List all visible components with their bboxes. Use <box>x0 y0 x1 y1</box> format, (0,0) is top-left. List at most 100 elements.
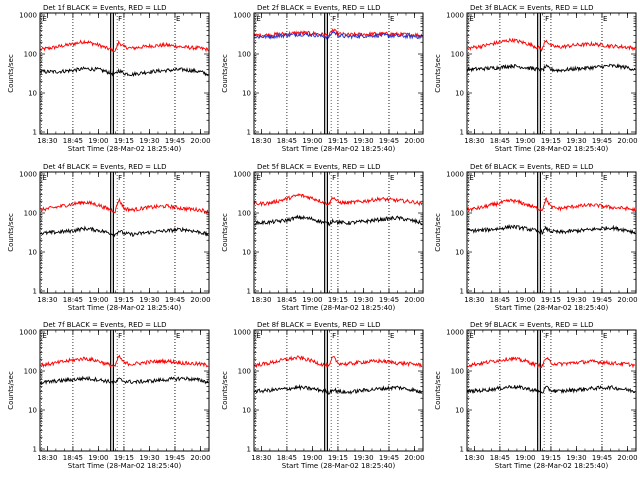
lld-series-line <box>40 354 209 369</box>
y-tick-label: 100 <box>238 51 251 59</box>
x-tick-label: 19:15 <box>328 454 348 462</box>
x-tick-label: 18:30 <box>37 454 57 462</box>
x-tick-label: 20:00 <box>404 296 424 304</box>
flag-label: E <box>256 332 260 340</box>
flag-label: E <box>256 15 260 23</box>
lld-series-line <box>467 356 636 369</box>
y-tick-label: 1 <box>247 129 251 137</box>
flag-label: F <box>545 15 549 23</box>
events-series-line <box>254 383 423 395</box>
x-tick-label: 19:30 <box>566 296 586 304</box>
y-tick-label: 10 <box>455 90 464 98</box>
x-tick-label: 19:15 <box>328 296 348 304</box>
x-axis-label: Start Time (28-Mar-02 18:25:40) <box>495 462 609 470</box>
flag-label: F <box>332 332 336 340</box>
y-axis-label: Counts/sec <box>7 371 15 410</box>
x-tick-label: 19:15 <box>114 296 134 304</box>
x-tick-label: 20:00 <box>190 296 210 304</box>
y-tick-label: 1000 <box>19 329 37 337</box>
x-tick-label: 19:45 <box>379 454 399 462</box>
plot-frame <box>466 171 637 294</box>
events-series-line <box>467 63 636 74</box>
detector-panel-6: Det 6f BLACK = Events, RED = LLD Counts/s… <box>434 163 638 312</box>
flag-label: E <box>390 332 394 340</box>
y-tick-label: 1000 <box>446 171 464 179</box>
x-axis-label: Start Time (28-Mar-02 18:25:40) <box>282 462 396 470</box>
y-tick-label: 1 <box>33 288 37 296</box>
x-tick-label: 18:45 <box>490 296 510 304</box>
x-tick-label: 20:00 <box>404 137 424 145</box>
y-tick-label: 10 <box>455 249 464 257</box>
x-tick-label: 18:30 <box>464 296 484 304</box>
lld-series-line <box>254 193 423 208</box>
y-tick-label: 1 <box>247 288 251 296</box>
panel-title: Det 4f BLACK = Events, RED = LLD <box>43 163 166 171</box>
x-axis-label: Start Time (28-Mar-02 18:25:40) <box>282 304 396 312</box>
x-tick-label: 19:45 <box>592 137 612 145</box>
y-tick-label: 1000 <box>233 12 251 20</box>
lld-series-line <box>254 355 423 369</box>
flag-label: E <box>176 174 180 182</box>
plot-frame <box>39 12 210 135</box>
y-axis-label: Counts/sec <box>7 213 15 252</box>
x-tick-label: 18:30 <box>464 454 484 462</box>
x-tick-label: 20:00 <box>190 454 210 462</box>
detector-panel-4: Det 4f BLACK = Events, RED = LLD Counts/s… <box>7 163 211 312</box>
flag-label: F <box>118 332 122 340</box>
y-tick-label: 1000 <box>446 329 464 337</box>
x-tick-label: 18:30 <box>464 137 484 145</box>
y-tick-label: 100 <box>24 210 37 218</box>
y-axis-label: Counts/sec <box>7 54 15 93</box>
y-tick-label: 100 <box>24 51 37 59</box>
x-tick-label: 19:15 <box>328 137 348 145</box>
y-axis-label: Counts/sec <box>434 371 442 410</box>
flag-label: E <box>469 174 473 182</box>
x-tick-label: 19:45 <box>165 296 185 304</box>
x-tick-label: 18:45 <box>277 137 297 145</box>
detector-panel-9: Det 9f BLACK = Events, RED = LLD Counts/s… <box>434 321 638 470</box>
plot-frame <box>253 12 424 135</box>
flag-label: E <box>256 174 260 182</box>
lld-series-line <box>254 28 423 39</box>
events-series-line <box>467 223 636 235</box>
x-tick-label: 18:45 <box>277 454 297 462</box>
y-tick-label: 100 <box>238 210 251 218</box>
x-axis-label: Start Time (28-Mar-02 18:25:40) <box>68 304 182 312</box>
detector-panel-5: Det 5f BLACK = Events, RED = LLD Counts/s… <box>221 163 425 312</box>
flag-label: E <box>469 15 473 23</box>
x-tick-label: 19:45 <box>592 296 612 304</box>
y-tick-label: 10 <box>242 249 251 257</box>
flag-label: E <box>603 332 607 340</box>
x-tick-label: 19:00 <box>302 137 322 145</box>
detector-panel-2: Det 2f BLACK = Events, RED = LLD Counts/s… <box>221 4 425 153</box>
x-tick-label: 18:30 <box>251 137 271 145</box>
x-tick-label: 19:00 <box>302 296 322 304</box>
flag-label: F <box>545 174 549 182</box>
detector-panel-8: Det 8f BLACK = Events, RED = LLD Counts/s… <box>221 321 425 470</box>
events-series-line <box>254 30 423 40</box>
x-tick-label: 19:30 <box>139 454 159 462</box>
y-axis-label: Counts/sec <box>221 54 229 93</box>
x-tick-label: 19:30 <box>139 296 159 304</box>
x-tick-label: 19:30 <box>353 296 373 304</box>
x-tick-label: 18:30 <box>37 137 57 145</box>
x-tick-label: 20:00 <box>190 137 210 145</box>
y-tick-label: 1000 <box>233 171 251 179</box>
x-tick-label: 18:30 <box>37 296 57 304</box>
plot-frame <box>39 329 210 452</box>
y-tick-label: 100 <box>24 368 37 376</box>
x-tick-label: 18:45 <box>63 454 83 462</box>
x-tick-label: 19:00 <box>88 296 108 304</box>
y-tick-label: 1000 <box>233 329 251 337</box>
x-axis-label: Start Time (28-Mar-02 18:25:40) <box>495 304 609 312</box>
flag-label: E <box>603 174 607 182</box>
y-tick-label: 100 <box>451 51 464 59</box>
x-tick-label: 20:00 <box>617 296 637 304</box>
x-tick-label: 19:00 <box>88 137 108 145</box>
flag-label: F <box>332 15 336 23</box>
flag-label: E <box>390 174 394 182</box>
x-tick-label: 19:00 <box>515 137 535 145</box>
x-tick-label: 19:00 <box>88 454 108 462</box>
x-tick-label: 18:45 <box>63 296 83 304</box>
